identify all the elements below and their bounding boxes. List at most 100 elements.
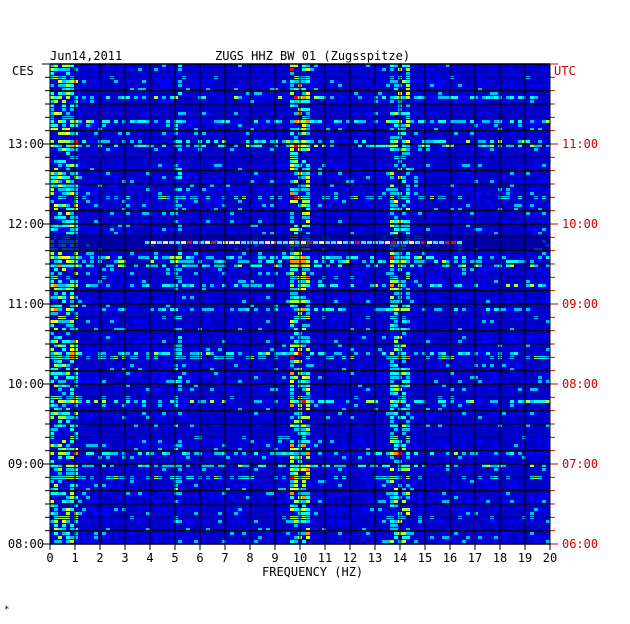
spectrogram-cell xyxy=(54,224,58,227)
spectrogram-cell xyxy=(482,424,486,427)
spectrogram-cell xyxy=(74,372,78,375)
spectrogram-cell xyxy=(206,364,210,367)
spectrogram-cell xyxy=(402,472,406,475)
spectrogram-cell xyxy=(306,168,310,171)
spectrogram-cell xyxy=(354,112,358,115)
spectrogram-cell xyxy=(414,328,418,331)
spectrogram-cell xyxy=(66,384,70,387)
spectrogram-cell xyxy=(390,468,394,471)
spectrogram-cell xyxy=(426,228,430,231)
spectrogram-cell xyxy=(206,348,210,351)
spectrogram-cell xyxy=(406,208,410,211)
spectrogram-cell xyxy=(122,404,126,407)
spectrogram-cell xyxy=(430,112,434,115)
spectrogram-cell xyxy=(422,208,426,211)
spectrogram-cell xyxy=(414,184,418,187)
spectrogram-cell xyxy=(186,284,190,287)
spectrogram-cell xyxy=(194,348,198,351)
spectrogram-cell xyxy=(162,468,166,471)
spectrogram-cell xyxy=(270,280,274,283)
spectrogram-cell xyxy=(490,452,494,455)
spectrogram-cell xyxy=(390,284,394,287)
spectrogram-cell xyxy=(374,264,378,267)
spectrogram-cell xyxy=(210,328,214,331)
spectrogram-cell xyxy=(90,416,94,419)
spectrogram-cell xyxy=(266,384,270,387)
spectrogram-cell xyxy=(486,300,490,303)
spectrogram-cell xyxy=(70,168,74,171)
spectrogram-cell xyxy=(374,304,378,307)
spectrogram-cell xyxy=(386,364,390,367)
spectrogram-cell xyxy=(462,92,466,95)
spectrogram-cell xyxy=(70,228,74,231)
spectrogram-cell xyxy=(50,280,54,283)
spectrogram-cell xyxy=(538,212,542,215)
spectrogram-cell xyxy=(334,176,338,179)
spectrogram-cell xyxy=(302,344,306,347)
spectrogram-cell xyxy=(178,440,182,443)
spectrogram-cell xyxy=(306,208,310,211)
spectrogram-cell xyxy=(334,372,338,375)
spectrogram-cell xyxy=(190,284,194,287)
spectrogram-cell xyxy=(362,272,366,275)
spectrogram-cell xyxy=(354,92,358,95)
spectrogram-cell xyxy=(50,344,54,347)
spectrogram-cell xyxy=(410,300,414,303)
spectrogram-cell xyxy=(70,120,74,123)
spectrogram-cell xyxy=(366,64,370,67)
spectrogram-cell xyxy=(282,168,286,171)
spectrogram-cell xyxy=(70,344,74,347)
spectrogram-cell xyxy=(330,320,334,323)
spectrogram-cell xyxy=(218,440,222,443)
spectrogram-cell xyxy=(162,212,166,215)
spectrogram-cell xyxy=(306,448,310,451)
spectrogram-cell xyxy=(342,252,346,255)
spectrogram-cell xyxy=(174,104,178,107)
spectrogram-cell xyxy=(70,352,74,355)
spectrogram-cell xyxy=(74,252,78,255)
spectrogram-cell xyxy=(162,260,166,263)
spectrogram-cell xyxy=(406,228,410,231)
spectrogram-cell xyxy=(466,484,470,487)
spectrogram-cell xyxy=(122,280,126,283)
spectrogram-cell xyxy=(458,492,462,495)
spectrogram-cell xyxy=(290,100,294,103)
spectrogram-cell xyxy=(322,500,326,503)
spectrogram-cell xyxy=(302,336,306,339)
spectrogram-cell xyxy=(238,380,242,383)
spectrogram-cell xyxy=(78,400,82,403)
spectrogram-cell xyxy=(118,256,122,259)
spectrogram-cell xyxy=(94,188,98,191)
spectrogram-cell xyxy=(190,184,194,187)
spectrogram-cell xyxy=(246,128,250,131)
spectrogram-cell xyxy=(470,376,474,379)
spectrogram-cell xyxy=(70,100,74,103)
spectrogram-cell xyxy=(142,184,146,187)
spectrogram-cell xyxy=(418,164,422,167)
spectrogram-cell xyxy=(418,172,422,175)
spectrogram-cell xyxy=(66,88,70,91)
spectrogram-cell xyxy=(266,120,270,123)
spectrogram-cell xyxy=(210,416,214,419)
spectrogram-cell xyxy=(450,408,454,411)
spectrogram-cell xyxy=(134,84,138,87)
spectrogram-cell xyxy=(74,188,78,191)
spectrogram-cell xyxy=(106,268,110,271)
spectrogram-cell xyxy=(506,144,510,147)
spectrogram-cell xyxy=(386,468,390,471)
spectrogram-cell xyxy=(122,352,126,355)
spectrogram-cell xyxy=(74,384,78,387)
spectrogram-cell xyxy=(542,448,546,451)
spectrogram-cell xyxy=(358,80,362,83)
spectrogram-cell xyxy=(382,484,386,487)
spectrogram-cell xyxy=(78,492,82,495)
spectrogram-cell xyxy=(58,184,62,187)
spectrogram-cell xyxy=(290,220,294,223)
spectrogram-cell xyxy=(530,228,534,231)
spectrogram-cell xyxy=(510,388,514,391)
spectrogram-cell xyxy=(162,228,166,231)
spectrogram-cell xyxy=(142,220,146,223)
spectrogram-cell xyxy=(426,284,430,287)
spectrogram-cell xyxy=(238,340,242,343)
spectrogram-cell xyxy=(382,176,386,179)
